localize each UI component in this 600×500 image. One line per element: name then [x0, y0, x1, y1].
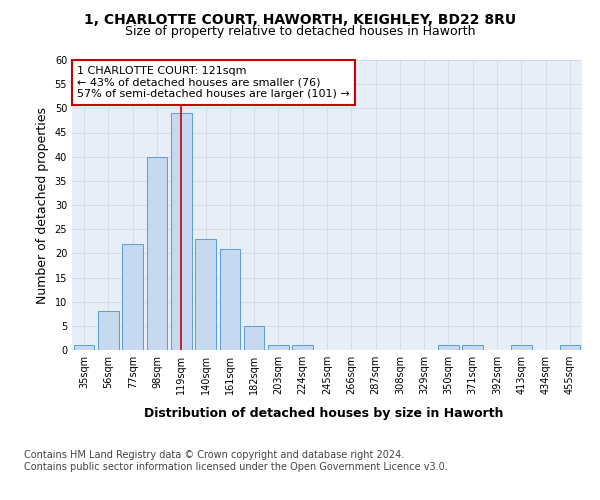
- Bar: [195, 239, 216, 350]
- Bar: [171, 113, 191, 350]
- Bar: [463, 345, 483, 350]
- Bar: [292, 345, 313, 350]
- Text: Contains HM Land Registry data © Crown copyright and database right 2024.
Contai: Contains HM Land Registry data © Crown c…: [24, 450, 448, 471]
- Bar: [220, 248, 240, 350]
- Y-axis label: Number of detached properties: Number of detached properties: [36, 106, 49, 304]
- Text: 1 CHARLOTTE COURT: 121sqm
← 43% of detached houses are smaller (76)
57% of semi-: 1 CHARLOTTE COURT: 121sqm ← 43% of detac…: [77, 66, 350, 99]
- Bar: [146, 156, 167, 350]
- Bar: [560, 345, 580, 350]
- Bar: [98, 312, 119, 350]
- Text: Distribution of detached houses by size in Haworth: Distribution of detached houses by size …: [144, 408, 504, 420]
- Bar: [244, 326, 265, 350]
- Bar: [122, 244, 143, 350]
- Bar: [268, 345, 289, 350]
- Bar: [74, 345, 94, 350]
- Text: Size of property relative to detached houses in Haworth: Size of property relative to detached ho…: [125, 25, 475, 38]
- Bar: [438, 345, 459, 350]
- Text: 1, CHARLOTTE COURT, HAWORTH, KEIGHLEY, BD22 8RU: 1, CHARLOTTE COURT, HAWORTH, KEIGHLEY, B…: [84, 12, 516, 26]
- Bar: [511, 345, 532, 350]
